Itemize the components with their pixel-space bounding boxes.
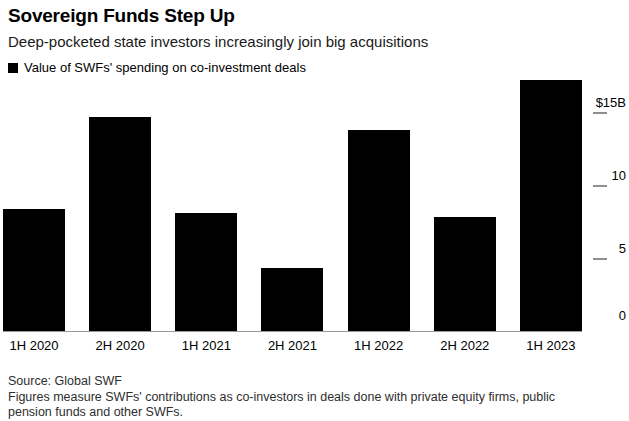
y-tick-label: 5 [619,242,626,255]
chart-card: Sovereign Funds Step Up Deep-pocketed st… [0,0,629,421]
y-tick-mark [593,185,607,187]
y-tick-label: 0 [619,309,626,322]
x-axis-label: 2H 2021 [261,338,323,353]
x-axis-label: 1H 2022 [348,338,410,353]
legend-label: Value of SWFs' spending on co-investment… [24,60,306,75]
chart-area: $15B 10 5 0 [0,79,629,332]
x-axis-label: 1H 2023 [520,338,582,353]
bar-1h-2023 [520,80,582,331]
y-tick-mark [593,112,607,114]
x-axis-label: 1H 2020 [3,338,65,353]
plot-area [3,79,582,332]
bar-2h-2021 [261,268,323,331]
y-tick-label: $15B [596,96,626,109]
chart-footer: Source: Global SWF Figures measure SWFs'… [0,374,629,421]
footnote: Figures measure SWFs' contributions as c… [8,390,593,421]
y-axis: $15B 10 5 0 [582,79,629,332]
bar-2h-2020 [89,117,151,331]
bar-1h-2020 [3,209,65,331]
legend: Value of SWFs' spending on co-investment… [8,60,621,75]
x-axis-label: 2H 2022 [434,338,496,353]
x-axis-labels: 1H 2020 2H 2020 1H 2021 2H 2021 1H 2022 2H 20… [0,338,629,353]
x-axis-label: 1H 2021 [175,338,237,353]
chart-header: Sovereign Funds Step Up Deep-pocketed st… [0,3,629,75]
bar-1h-2021 [175,213,237,331]
x-axis-label: 2H 2020 [89,338,151,353]
y-tick-label: 10 [612,169,626,182]
chart-subtitle: Deep-pocketed state investors increasing… [8,32,621,52]
bar-1h-2022 [348,130,410,331]
legend-swatch-icon [8,63,18,73]
source-line: Source: Global SWF [8,374,621,390]
y-tick-mark [593,258,607,260]
bars [3,79,582,331]
chart-title: Sovereign Funds Step Up [8,3,621,29]
bar-2h-2022 [434,217,496,331]
